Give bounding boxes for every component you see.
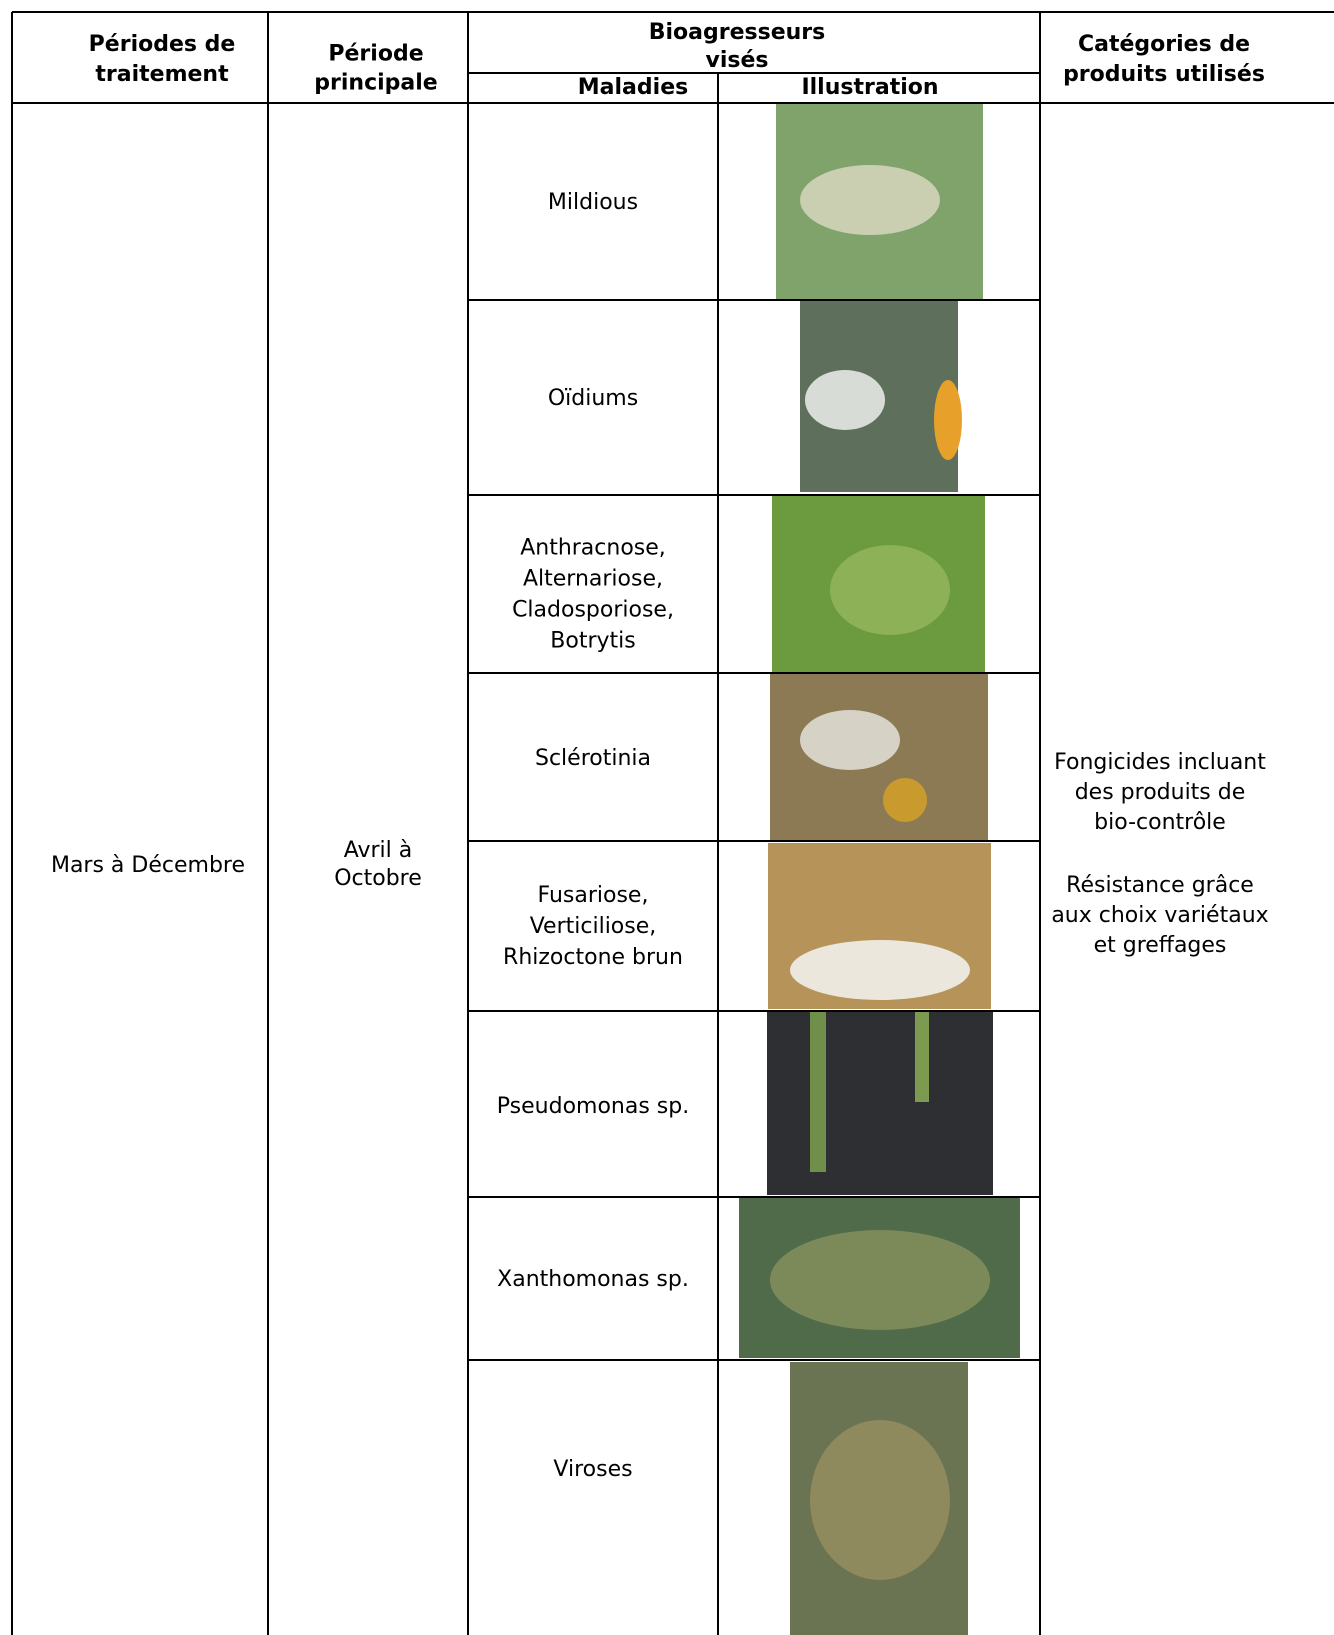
header-cell: traitement bbox=[95, 62, 229, 87]
photo-detail bbox=[810, 1012, 826, 1172]
header-cell: Maladies bbox=[578, 75, 688, 100]
photo-detail bbox=[810, 1420, 950, 1580]
photo-detail bbox=[915, 1012, 929, 1102]
disease-name: Cladosporiose, bbox=[512, 598, 674, 623]
illustrations bbox=[739, 104, 1020, 1635]
disease-name: Pseudomonas sp. bbox=[497, 1094, 689, 1119]
header-cell: Illustration bbox=[801, 75, 938, 100]
photo-detail bbox=[800, 165, 940, 235]
disease-name: Fusariose, bbox=[538, 883, 649, 908]
header-cell: Catégories de bbox=[1078, 32, 1250, 57]
product-text: Résistance grâce bbox=[1066, 873, 1254, 898]
disease-name: Anthracnose, bbox=[520, 536, 666, 561]
disease-name: Rhizoctone brun bbox=[503, 945, 683, 970]
disease-name: Viroses bbox=[553, 1457, 632, 1482]
product-text: Fongicides incluant bbox=[1054, 750, 1266, 775]
header-cell: produits utilisés bbox=[1063, 62, 1265, 87]
disease-name: Mildious bbox=[548, 190, 638, 215]
disease-name: Sclérotinia bbox=[535, 746, 651, 771]
disease-name: Xanthomonas sp. bbox=[497, 1267, 689, 1292]
photo-pseudomonas bbox=[767, 1012, 993, 1195]
photo-detail bbox=[770, 1230, 990, 1330]
header-cell: principale bbox=[314, 71, 437, 96]
photo-detail bbox=[883, 778, 927, 822]
cell-text: Avril à bbox=[344, 838, 413, 863]
header-cell: Bioagresseurs bbox=[649, 20, 826, 45]
product-text: aux choix variétaux bbox=[1051, 903, 1268, 928]
photo-detail bbox=[830, 545, 950, 635]
disease-name: Oïdiums bbox=[548, 386, 638, 411]
product-text: bio-contrôle bbox=[1094, 810, 1226, 835]
photo-detail bbox=[800, 710, 900, 770]
cell-text: Mars à Décembre bbox=[51, 853, 245, 878]
photo-detail bbox=[934, 380, 962, 460]
product-text: et greffages bbox=[1094, 933, 1227, 958]
header-cell: Période bbox=[328, 42, 423, 67]
photo-detail bbox=[790, 940, 970, 1000]
disease-name: Verticiliose, bbox=[530, 914, 657, 939]
photo-detail bbox=[805, 370, 885, 430]
disease-name: Alternariose, bbox=[523, 567, 663, 592]
disease-name: Botrytis bbox=[550, 629, 635, 654]
product-text: des produits de bbox=[1075, 780, 1246, 805]
header-cell: visés bbox=[706, 48, 769, 73]
cell-text: Octobre bbox=[334, 866, 422, 891]
borders bbox=[11, 11, 1334, 1635]
header-cell: Périodes de bbox=[89, 32, 236, 57]
